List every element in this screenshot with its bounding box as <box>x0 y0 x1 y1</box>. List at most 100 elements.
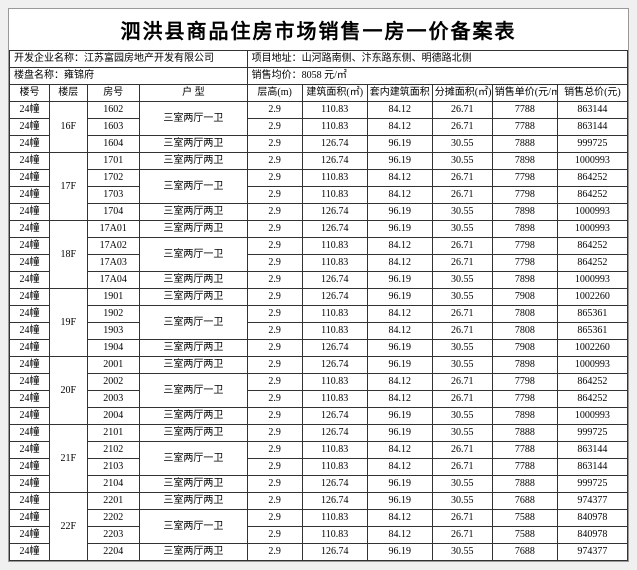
cell-val: 1000993 <box>557 408 627 425</box>
cell-val: 1000993 <box>557 221 627 238</box>
cell-val: 84.12 <box>367 119 432 136</box>
table-row: 24幢2004三室两厅两卫2.9126.7496.1930.5578981000… <box>10 408 628 425</box>
table-row: 24幢1904三室两厅两卫2.9126.7496.1930.5579081002… <box>10 340 628 357</box>
cell-val: 110.83 <box>302 391 367 408</box>
cell-val: 26.71 <box>432 510 492 527</box>
cell-val: 974377 <box>557 493 627 510</box>
cell-val: 26.71 <box>432 187 492 204</box>
cell-val: 2.9 <box>247 544 302 561</box>
cell-val: 7898 <box>492 272 557 289</box>
cell-val: 30.55 <box>432 272 492 289</box>
cell-val: 2.9 <box>247 340 302 357</box>
cell-room: 1704 <box>87 204 140 221</box>
cell-val: 96.19 <box>367 408 432 425</box>
cell-val: 96.19 <box>367 204 432 221</box>
cell-val: 1002260 <box>557 340 627 357</box>
cell-val: 864252 <box>557 170 627 187</box>
cell-val: 7888 <box>492 425 557 442</box>
cell-val: 26.71 <box>432 170 492 187</box>
cell-building: 24幢 <box>10 170 50 187</box>
cell-val: 96.19 <box>367 340 432 357</box>
cell-room: 17A04 <box>87 272 140 289</box>
cell-room: 2204 <box>87 544 140 561</box>
cell-type: 三室两厅两卫 <box>140 357 248 374</box>
cell-building: 24幢 <box>10 408 50 425</box>
cell-val: 2.9 <box>247 102 302 119</box>
cell-val: 840978 <box>557 510 627 527</box>
cell-val: 2.9 <box>247 136 302 153</box>
cell-type: 三室两厅两卫 <box>140 221 248 238</box>
cell-building: 24幢 <box>10 527 50 544</box>
col-total-price: 销售总价(元) <box>557 85 627 102</box>
cell-val: 30.55 <box>432 544 492 561</box>
col-type: 户 型 <box>140 85 248 102</box>
cell-val: 2.9 <box>247 221 302 238</box>
cell-type: 三室两厅一卫 <box>140 510 248 544</box>
cell-val: 84.12 <box>367 510 432 527</box>
cell-val: 2.9 <box>247 442 302 459</box>
cell-val: 2.9 <box>247 476 302 493</box>
cell-building: 24幢 <box>10 306 50 323</box>
table-row: 24幢18F17A01三室两厅两卫2.9126.7496.1930.557898… <box>10 221 628 238</box>
cell-val: 2.9 <box>247 255 302 272</box>
cell-val: 30.55 <box>432 357 492 374</box>
cell-type: 三室两厅两卫 <box>140 493 248 510</box>
cell-val: 2.9 <box>247 323 302 340</box>
cell-val: 126.74 <box>302 357 367 374</box>
cell-val: 999725 <box>557 425 627 442</box>
cell-val: 30.55 <box>432 493 492 510</box>
cell-val: 26.71 <box>432 323 492 340</box>
cell-val: 7798 <box>492 238 557 255</box>
cell-room: 1904 <box>87 340 140 357</box>
cell-val: 110.83 <box>302 119 367 136</box>
table-row: 24幢1704三室两厅两卫2.9126.7496.1930.5578981000… <box>10 204 628 221</box>
cell-building: 24幢 <box>10 357 50 374</box>
table-row: 24幢19F1901三室两厅两卫2.9126.7496.1930.5579081… <box>10 289 628 306</box>
cell-val: 84.12 <box>367 187 432 204</box>
cell-val: 126.74 <box>302 204 367 221</box>
cell-val: 2.9 <box>247 272 302 289</box>
cell-val: 96.19 <box>367 136 432 153</box>
cell-val: 84.12 <box>367 238 432 255</box>
cell-val: 2.9 <box>247 170 302 187</box>
cell-val: 7788 <box>492 459 557 476</box>
cell-val: 7798 <box>492 187 557 204</box>
cell-type: 三室两厅两卫 <box>140 476 248 493</box>
cell-building: 24幢 <box>10 493 50 510</box>
table-row: 24幢1604三室两厅两卫2.9126.7496.1930.5578889997… <box>10 136 628 153</box>
cell-room: 1702 <box>87 170 140 187</box>
cell-val: 7798 <box>492 391 557 408</box>
cell-val: 7788 <box>492 102 557 119</box>
cell-room: 2001 <box>87 357 140 374</box>
cell-val: 7898 <box>492 204 557 221</box>
cell-val: 7898 <box>492 153 557 170</box>
cell-val: 840978 <box>557 527 627 544</box>
cell-val: 863144 <box>557 102 627 119</box>
table-row: 24幢20F2001三室两厅两卫2.9126.7496.1930.5578981… <box>10 357 628 374</box>
cell-room: 17A03 <box>87 255 140 272</box>
cell-val: 26.71 <box>432 374 492 391</box>
header-row: 楼号 楼层 房号 户 型 层高(m) 建筑面积(㎡) 套内建筑面积 分摊面积(㎡… <box>10 85 628 102</box>
cell-val: 7588 <box>492 510 557 527</box>
cell-val: 863144 <box>557 442 627 459</box>
col-shared: 分摊面积(㎡) <box>432 85 492 102</box>
table-row: 24幢17A032.9110.8384.1226.717798864252 <box>10 255 628 272</box>
cell-val: 2.9 <box>247 510 302 527</box>
cell-val: 1000993 <box>557 357 627 374</box>
cell-room: 1901 <box>87 289 140 306</box>
cell-building: 24幢 <box>10 289 50 306</box>
cell-building: 24幢 <box>10 187 50 204</box>
cell-val: 2.9 <box>247 527 302 544</box>
cell-val: 2.9 <box>247 289 302 306</box>
cell-room: 1701 <box>87 153 140 170</box>
cell-floor: 21F <box>50 425 88 493</box>
cell-floor: 16F <box>50 102 88 153</box>
cell-room: 1902 <box>87 306 140 323</box>
cell-val: 110.83 <box>302 374 367 391</box>
cell-type: 三室两厅一卫 <box>140 442 248 476</box>
cell-type: 三室两厅两卫 <box>140 544 248 561</box>
cell-val: 84.12 <box>367 102 432 119</box>
cell-val: 7888 <box>492 136 557 153</box>
table-row: 24幢22F2201三室两厅两卫2.9126.7496.1930.5576889… <box>10 493 628 510</box>
cell-room: 2201 <box>87 493 140 510</box>
